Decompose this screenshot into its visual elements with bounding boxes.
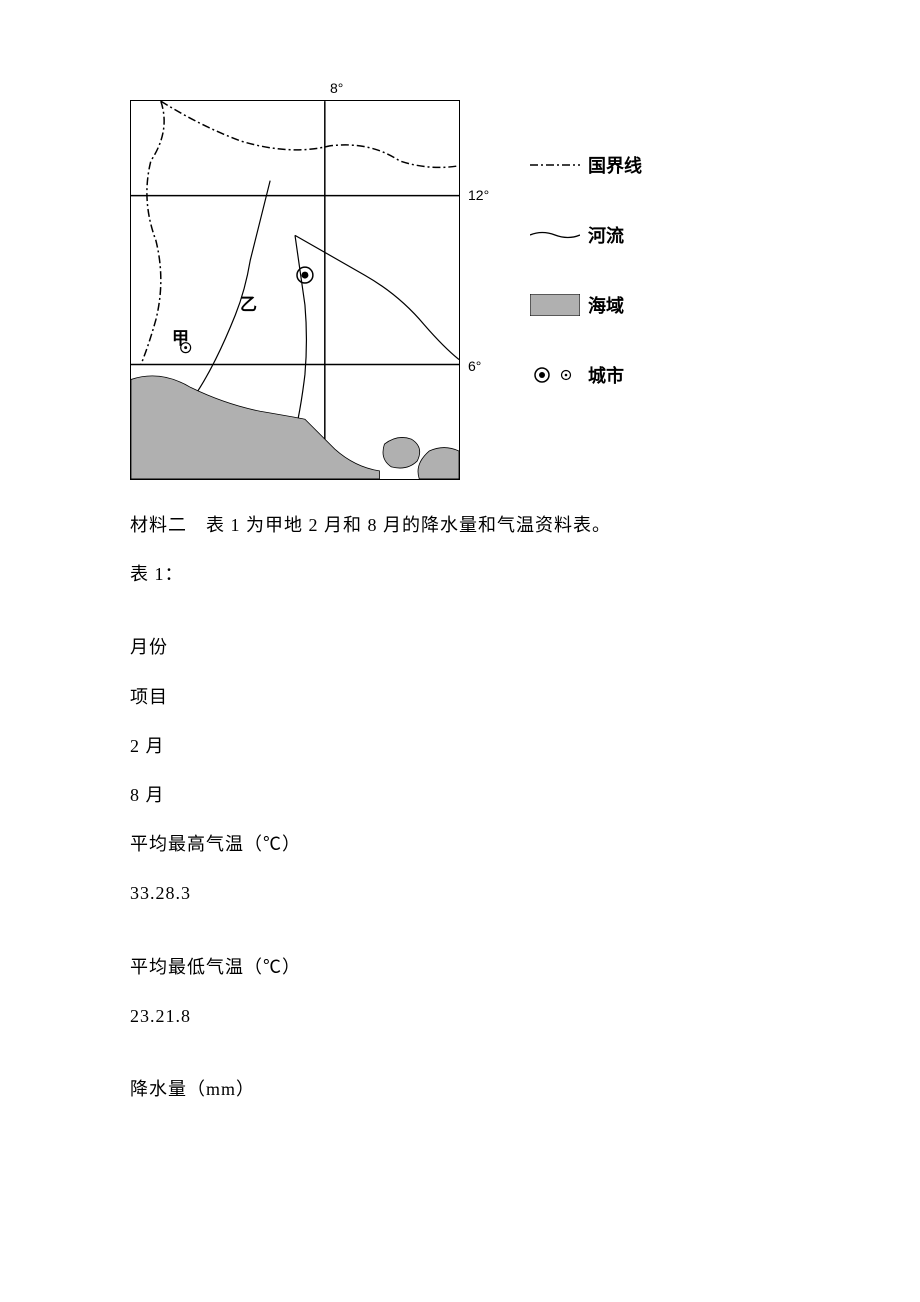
coord-8: 8°: [330, 80, 343, 96]
row-avg-low-label: 平均最低气温（℃）: [130, 946, 790, 989]
row-avg-high-label: 平均最高气温（℃）: [130, 823, 790, 866]
material-title: 材料二 表 1 为甲地 2 月和 8 月的降水量和气温资料表。: [130, 504, 790, 547]
row-item-header: 项目: [130, 676, 790, 719]
map-legend: 国界线 河流 海域 城市: [530, 150, 650, 430]
legend-city-label: 城市: [588, 362, 624, 388]
city-b-label: 乙: [240, 290, 257, 315]
legend-river: 河流: [530, 220, 650, 250]
legend-sea: 海域: [530, 290, 650, 320]
row-precip-label: 降水量（mm）: [130, 1068, 790, 1111]
legend-sea-label: 海域: [588, 292, 624, 318]
city-marker-icon: [530, 365, 580, 385]
row-month-aug: 8 月: [130, 774, 790, 817]
row-month-header: 月份: [130, 626, 790, 669]
city-a-label: 甲: [172, 324, 189, 349]
coord-6: 6°: [468, 358, 481, 374]
legend-river-label: 河流: [588, 222, 624, 248]
text-content: 材料二 表 1 为甲地 2 月和 8 月的降水量和气温资料表。 表 1： 月份 …: [130, 504, 790, 1111]
river-line-icon: [530, 230, 580, 240]
legend-city: 城市: [530, 360, 650, 390]
legend-border-label: 国界线: [588, 152, 642, 178]
map-figure: [130, 100, 460, 480]
row-avg-low-values: 23.21.8: [130, 995, 790, 1038]
row-month-feb: 2 月: [130, 725, 790, 768]
row-avg-high-values: 33.28.3: [130, 872, 790, 915]
border-line-icon: [530, 160, 580, 170]
map-container: 8° 12° 6° 乙 甲 国界线 河流 海域: [130, 100, 650, 480]
table-label: 表 1：: [130, 553, 790, 596]
sea-rect-icon: [530, 294, 580, 316]
legend-border: 国界线: [530, 150, 650, 180]
coord-12: 12°: [468, 187, 489, 203]
